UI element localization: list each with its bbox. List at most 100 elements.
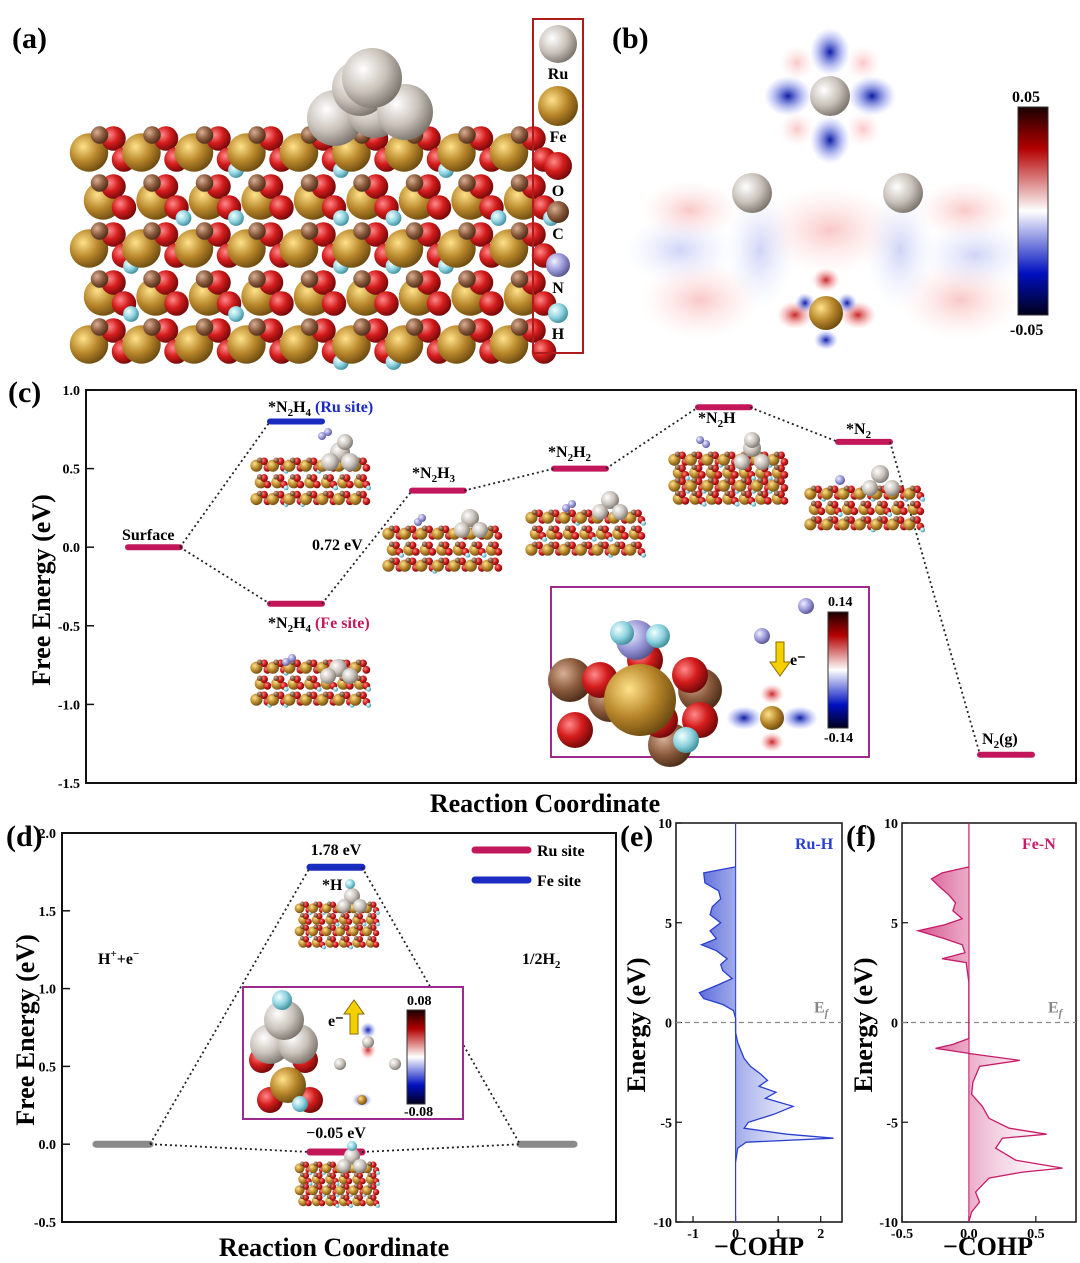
- connector-c: [463, 467, 555, 492]
- atom-c: [300, 1161, 305, 1167]
- atom-h: [292, 1096, 308, 1112]
- fermi-level-label: Ef: [1048, 1000, 1064, 1020]
- level-label-hplus: H++e−: [98, 948, 139, 968]
- atom-c: [388, 525, 395, 531]
- atom-c: [327, 901, 332, 907]
- atom-h: [481, 552, 487, 558]
- atom-c: [860, 500, 866, 507]
- x-tick-label: 1: [775, 1227, 782, 1242]
- atom-c: [195, 270, 214, 288]
- y-axis-label-c: Free Energy (eV): [27, 494, 56, 686]
- atom-h: [123, 306, 139, 322]
- atom-c: [691, 464, 697, 470]
- atom-n: [568, 500, 576, 508]
- atom-o: [318, 1199, 326, 1207]
- cohp-area: [918, 866, 1063, 1222]
- level-label-half-h2: 1/2H2: [522, 951, 561, 971]
- x-axis-label-c: Reaction Coordinate: [430, 789, 660, 818]
- atom-o: [263, 480, 272, 489]
- connector-d: [361, 1143, 521, 1153]
- atom-n: [418, 514, 426, 522]
- atom-c: [581, 509, 587, 515]
- atom-ru: [341, 453, 359, 471]
- y-tick-label-c: 1.0: [63, 384, 81, 399]
- atom-c: [355, 474, 362, 480]
- atom-o: [372, 929, 380, 937]
- atom-o: [346, 682, 354, 690]
- y-tick-label-c: -0.5: [58, 620, 80, 635]
- legend-label-d: Fe site: [537, 873, 581, 890]
- atom-c: [90, 222, 109, 240]
- atom-c: [273, 457, 279, 463]
- atom-o: [780, 458, 789, 466]
- atom-o: [269, 291, 294, 316]
- atom-c: [531, 509, 538, 515]
- atom-ru: [461, 509, 479, 527]
- atom-ru: [342, 48, 402, 108]
- bond-label-e: Ru-H: [795, 836, 834, 853]
- atom-h: [751, 501, 757, 507]
- atom-c: [306, 659, 312, 665]
- atom-c: [597, 541, 604, 547]
- atom-c: [548, 658, 592, 702]
- atom-n: [798, 598, 814, 614]
- bond-label-f: Fe-N: [1022, 836, 1056, 853]
- atom-c: [367, 1183, 373, 1189]
- atom-c: [458, 126, 476, 144]
- x-tick-label: 0: [732, 1227, 739, 1242]
- atom-c: [143, 270, 161, 288]
- atom-c: [90, 318, 109, 336]
- y-tick-label: -5: [886, 1116, 898, 1131]
- atom-c: [256, 675, 263, 681]
- atom-c: [313, 936, 319, 941]
- atom-o: [111, 195, 137, 220]
- atom-c: [300, 913, 305, 918]
- atom-c: [810, 500, 817, 507]
- atom-legend: Ru Fe O C N H: [538, 25, 578, 343]
- atom-h: [701, 501, 707, 507]
- atom-o: [571, 532, 580, 540]
- atom-c: [300, 1194, 305, 1200]
- atom-h: [366, 485, 372, 491]
- atom-c: [388, 541, 395, 547]
- atom-o: [263, 682, 272, 690]
- atom-c: [313, 1161, 319, 1167]
- atom-c: [313, 913, 319, 918]
- panel-f: (f) -0.5 0.0 0.5 -10 -5 0 5 10 Ef Energy (eV) −C…: [846, 817, 1077, 1261]
- atom-o: [817, 507, 826, 516]
- atom-c: [438, 541, 444, 547]
- atom-o: [557, 712, 593, 748]
- cohp-plot-f: -0.5 0.0 0.5 -10 -5 0 5 10 Ef: [879, 817, 1076, 1242]
- atom-c: [313, 1183, 319, 1189]
- atom-c: [510, 126, 529, 144]
- atom-h: [548, 303, 568, 323]
- atom-c: [691, 477, 697, 483]
- panel-e-label: (e): [620, 820, 653, 853]
- atom-c: [354, 1194, 359, 1200]
- atom-h: [333, 210, 349, 226]
- atom-c: [487, 557, 494, 563]
- atom-c: [510, 318, 529, 336]
- density-lobe: [360, 1022, 376, 1038]
- atom-legend-label: O: [552, 183, 564, 200]
- density-lobe: [782, 706, 818, 730]
- atom-o: [426, 291, 452, 316]
- atom-ru: [353, 899, 367, 913]
- atom-c: [630, 525, 637, 531]
- atom-c: [306, 457, 312, 463]
- atom-c: [355, 659, 362, 665]
- y-tick-label: -5: [660, 1116, 672, 1131]
- atom-ru: [389, 1058, 401, 1070]
- atom-c: [548, 509, 554, 515]
- level-label-n2h3: *N2H3: [412, 465, 456, 485]
- y-axis-label-e: Energy (eV): [622, 957, 651, 1092]
- atom-c: [327, 924, 332, 930]
- atom-h: [375, 922, 380, 927]
- atom-c: [548, 541, 554, 547]
- atom-c: [353, 222, 371, 240]
- atom-o: [900, 507, 908, 516]
- atom-c: [674, 451, 681, 457]
- atom-c: [327, 1194, 332, 1200]
- atom-o: [313, 480, 321, 489]
- atom-h: [465, 552, 471, 558]
